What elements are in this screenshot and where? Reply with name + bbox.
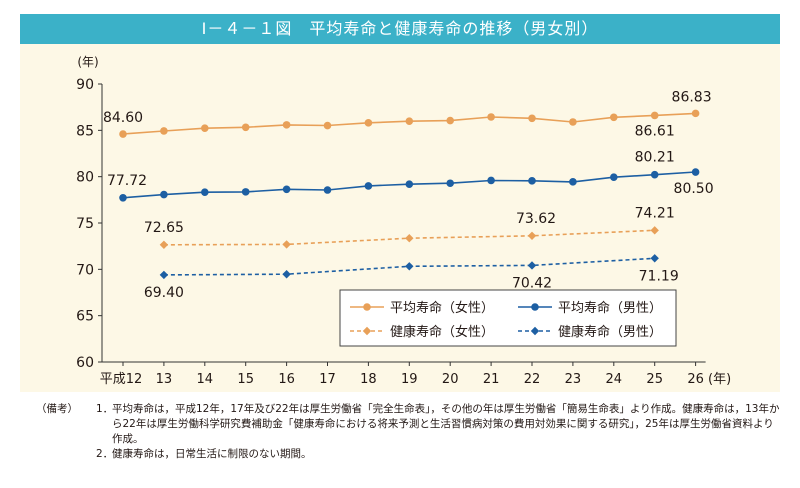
data-label: 69.40 xyxy=(144,285,184,301)
data-point xyxy=(446,116,455,125)
x-tick-label: 22 xyxy=(524,372,541,387)
data-point xyxy=(487,176,495,185)
legend-label: 健康寿命（女性） xyxy=(390,324,494,340)
notes: （備考） 1． 平均寿命は，平成12年，17年及び22年は厚生労働省「完全生命表… xyxy=(36,402,780,462)
data-point xyxy=(569,178,577,186)
x-tick-label: 26 xyxy=(687,372,704,387)
y-tick-label: 90 xyxy=(76,77,94,93)
title-bar: Ⅰ－４－１図 平均寿命と健康寿命の推移（男女別） xyxy=(20,14,780,44)
data-point xyxy=(405,180,414,188)
x-axis-unit: (年) xyxy=(708,372,731,387)
data-label: 74.21 xyxy=(635,205,675,221)
data-point-diamond xyxy=(405,262,414,271)
data-point xyxy=(610,113,618,122)
y-tick-label: 65 xyxy=(76,309,94,325)
data-label: 77.72 xyxy=(107,173,147,189)
data-label: 72.65 xyxy=(144,220,184,236)
data-point xyxy=(446,179,455,188)
data-point-diamond xyxy=(282,240,291,249)
x-tick-label: 14 xyxy=(197,372,214,387)
notes-head: （備考） xyxy=(36,403,78,415)
x-tick-label: 19 xyxy=(401,372,418,387)
data-label: 86.83 xyxy=(672,89,712,105)
data-label: 73.62 xyxy=(516,211,556,227)
data-point xyxy=(569,118,577,126)
data-point xyxy=(282,121,291,129)
x-tick-label: 25 xyxy=(646,372,663,387)
legend-marker xyxy=(530,326,540,336)
data-point xyxy=(610,173,618,182)
y-tick-label: 75 xyxy=(76,216,94,232)
data-point-diamond xyxy=(650,254,659,263)
note-number: 1． xyxy=(96,403,114,415)
y-axis-unit: (年) xyxy=(77,55,98,69)
data-point xyxy=(691,109,700,118)
data-point xyxy=(650,170,659,179)
data-point xyxy=(691,168,700,176)
data-point-diamond xyxy=(527,231,537,240)
x-tick-label: 24 xyxy=(606,372,623,387)
data-point xyxy=(487,113,495,121)
data-label: 80.50 xyxy=(674,181,714,197)
data-point xyxy=(160,127,168,135)
note-row: （備考） 1． 平均寿命は，平成12年，17年及び22年は厚生労働省「完全生命表… xyxy=(36,402,780,447)
data-label: 70.42 xyxy=(512,275,552,291)
y-tick-label: 70 xyxy=(76,262,94,278)
chart-area: (年) 60 65 70 75 80 85 90 平成12 13 14 15 16 17 18 19 20 21 2… xyxy=(20,44,780,392)
data-point xyxy=(119,193,127,202)
data-label: 84.60 xyxy=(103,110,143,126)
note-number: 2． xyxy=(96,448,114,460)
data-point xyxy=(364,119,373,127)
legend-marker xyxy=(362,326,372,336)
x-tick-label: 20 xyxy=(442,372,459,387)
data-point-diamond xyxy=(159,240,169,249)
x-tick-label: 15 xyxy=(237,372,254,387)
legend-marker xyxy=(363,303,371,311)
x-tick-label: 16 xyxy=(278,372,295,387)
data-point xyxy=(241,123,250,132)
data-point-diamond xyxy=(405,233,414,243)
x-tick-label: 18 xyxy=(360,372,377,387)
note-text: 健康寿命は，日常生活に制限のない期間。 xyxy=(112,448,312,460)
data-point xyxy=(650,111,659,120)
data-point-diamond xyxy=(527,261,537,270)
note-row: 2． 健康寿命は，日常生活に制限のない期間。 xyxy=(36,447,780,462)
data-point xyxy=(405,117,414,125)
data-point-diamond xyxy=(650,226,659,235)
data-point xyxy=(364,182,373,190)
note-text: 平均寿命は，平成12年，17年及び22年は厚生労働省「完全生命表」，その他の年は… xyxy=(112,403,780,445)
x-tick-label: 平成12 xyxy=(100,372,143,387)
data-point xyxy=(528,177,536,185)
data-point xyxy=(528,114,536,123)
x-tick-label: 17 xyxy=(319,372,336,387)
y-tick-label: 60 xyxy=(76,355,94,371)
data-point xyxy=(282,185,291,194)
x-tick-label: 13 xyxy=(156,372,173,387)
data-point xyxy=(160,190,168,199)
data-label: 71.19 xyxy=(639,268,679,284)
figure-title: Ⅰ－４－１図 平均寿命と健康寿命の推移（男女別） xyxy=(201,19,599,38)
x-tick-label: 21 xyxy=(483,372,500,387)
y-tick-label: 85 xyxy=(76,123,94,139)
legend-marker xyxy=(531,303,539,311)
y-tick-label: 80 xyxy=(76,170,94,186)
data-point xyxy=(323,121,332,130)
legend-label: 健康寿命（男性） xyxy=(558,324,662,340)
data-point xyxy=(241,188,250,196)
legend-box xyxy=(339,289,677,347)
data-point xyxy=(201,124,209,133)
data-point xyxy=(323,186,332,194)
data-label: 86.61 xyxy=(635,123,675,139)
data-point xyxy=(201,188,209,197)
data-point-diamond xyxy=(159,270,169,280)
data-label: 80.21 xyxy=(635,150,675,166)
data-point xyxy=(119,130,127,138)
x-tick-label: 23 xyxy=(565,372,582,387)
legend-label: 平均寿命（男性） xyxy=(558,300,662,316)
data-point-diamond xyxy=(282,270,291,279)
line-chart: (年) 60 65 70 75 80 85 90 平成12 13 14 15 16 17 18 19 20 21 2… xyxy=(76,55,731,387)
legend-label: 平均寿命（女性） xyxy=(390,300,494,316)
